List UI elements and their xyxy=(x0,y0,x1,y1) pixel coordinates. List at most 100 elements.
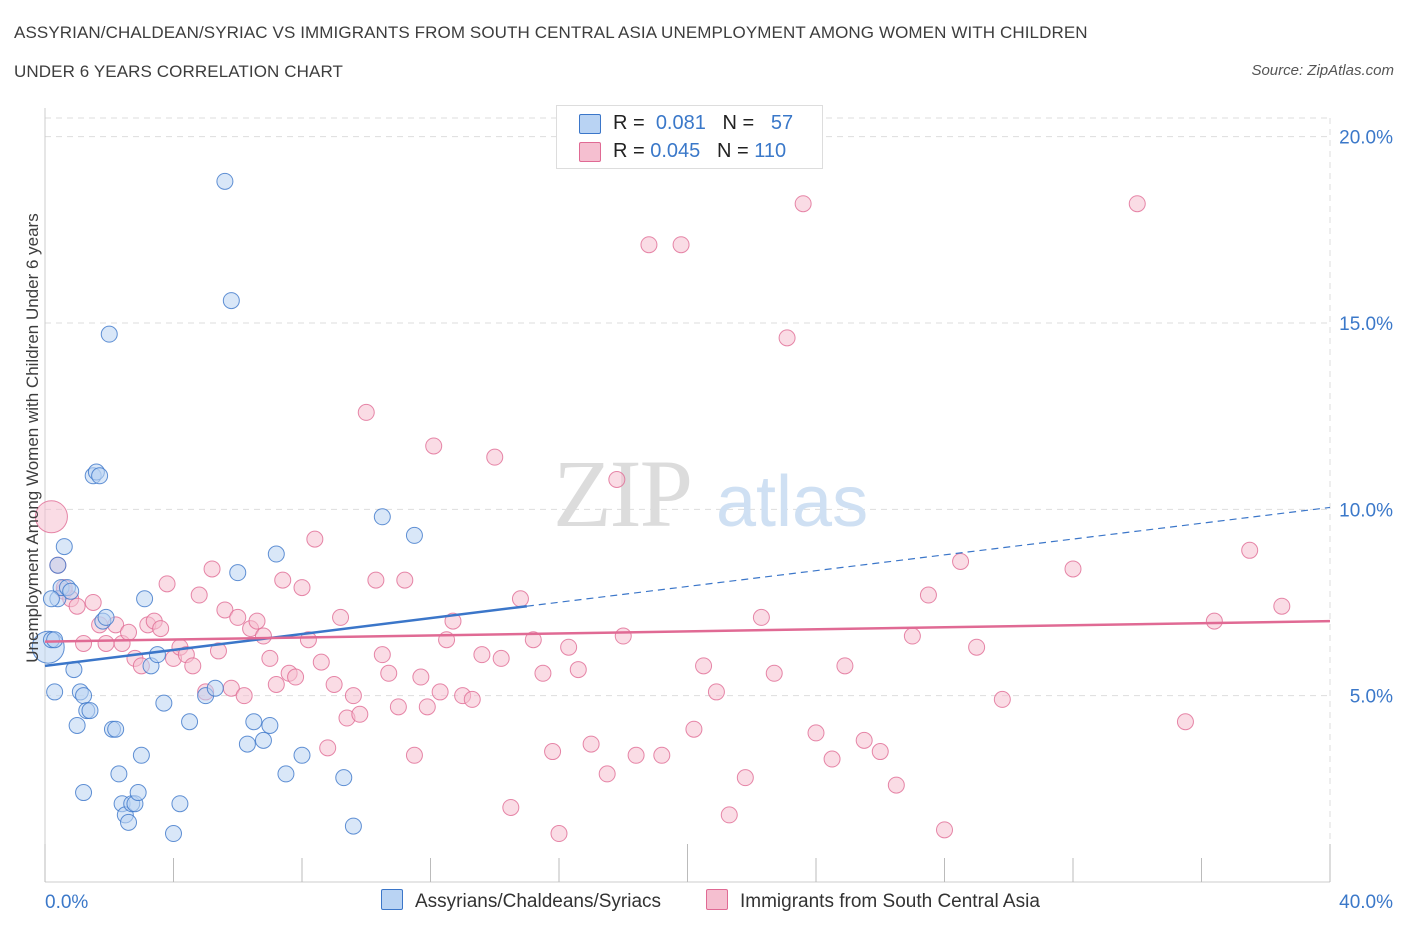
data-point xyxy=(993,690,1011,708)
data-point xyxy=(97,608,115,626)
trend-line-assyrians-extension xyxy=(526,506,1331,607)
correlation-legend: R = 0.081 N = 57 R = 0.045 N = 110 xyxy=(556,105,823,169)
data-point xyxy=(319,739,337,757)
data-point xyxy=(823,750,841,768)
data-point xyxy=(46,631,64,649)
data-point xyxy=(261,649,279,667)
y-tick-label: 10.0% xyxy=(1339,500,1393,521)
data-point xyxy=(550,825,568,843)
data-point xyxy=(84,593,102,611)
data-point xyxy=(152,620,170,638)
trend-line-immigrants xyxy=(44,619,1331,643)
x-tick-label: 0.0% xyxy=(45,892,88,913)
data-point xyxy=(181,713,199,731)
data-point xyxy=(544,743,562,761)
data-point xyxy=(511,590,529,608)
data-point xyxy=(293,746,311,764)
data-point xyxy=(248,612,266,630)
data-point xyxy=(261,716,279,734)
data-point xyxy=(1176,713,1194,731)
legend-r-value: 0.081 xyxy=(655,112,706,134)
data-point xyxy=(55,538,73,556)
trend-line-assyrians xyxy=(44,604,528,668)
data-point xyxy=(492,649,510,667)
data-point xyxy=(129,784,147,802)
data-point xyxy=(306,530,324,548)
y-axis-label: Unemployment Among Women with Children U… xyxy=(23,213,42,663)
data-point xyxy=(245,713,263,731)
data-point xyxy=(274,571,292,589)
data-point xyxy=(351,705,369,723)
data-point xyxy=(919,586,937,604)
data-point xyxy=(444,612,462,630)
data-point xyxy=(203,560,221,578)
data-point xyxy=(267,675,285,693)
watermark-zip: ZIP xyxy=(553,440,691,547)
data-point xyxy=(640,236,658,254)
data-point xyxy=(75,634,93,652)
data-point xyxy=(627,746,645,764)
data-point xyxy=(373,508,391,526)
data-point xyxy=(344,817,362,835)
data-point xyxy=(463,690,481,708)
data-point xyxy=(190,586,208,604)
data-point xyxy=(75,784,93,802)
data-point xyxy=(367,571,385,589)
data-point xyxy=(171,795,189,813)
bottom-legend-assyrians: Assyrians/Chaldeans/Syriacs xyxy=(381,889,661,913)
source-credit: Source: ZipAtlas.com xyxy=(1251,62,1394,79)
data-point xyxy=(534,664,552,682)
data-point xyxy=(136,590,154,608)
data-point xyxy=(325,675,343,693)
data-point xyxy=(49,556,67,574)
data-point xyxy=(62,582,80,600)
data-point xyxy=(42,590,60,608)
data-point xyxy=(685,720,703,738)
data-point xyxy=(871,743,889,761)
data-point xyxy=(1128,195,1146,213)
data-point xyxy=(524,631,542,649)
data-point xyxy=(235,687,253,705)
data-point xyxy=(736,769,754,787)
data-point xyxy=(720,806,738,824)
data-point xyxy=(299,631,317,649)
data-point xyxy=(431,683,449,701)
data-point xyxy=(165,825,182,843)
trend-lines xyxy=(44,506,1331,668)
data-point xyxy=(148,646,166,664)
data-point xyxy=(952,552,970,570)
axis-layer xyxy=(44,108,1331,883)
legend-n-label: N = xyxy=(716,140,749,162)
legend-n-label: N = xyxy=(722,112,755,134)
data-point xyxy=(373,646,391,664)
data-point xyxy=(222,292,240,310)
data-point xyxy=(707,683,725,701)
data-point xyxy=(380,664,398,682)
data-point xyxy=(653,746,671,764)
data-point xyxy=(569,661,587,679)
legend-swatch-pink xyxy=(579,141,601,162)
watermark-atlas: atlas xyxy=(716,462,868,542)
data-point xyxy=(778,329,796,347)
legend-row-immigrants: R = 0.045 N = 110 xyxy=(579,140,786,166)
data-point xyxy=(254,627,272,645)
data-point xyxy=(794,195,812,213)
y-tick-label: 5.0% xyxy=(1350,687,1393,708)
data-point xyxy=(672,236,690,254)
legend-swatch-blue xyxy=(579,113,601,134)
data-point xyxy=(238,735,256,753)
data-point xyxy=(614,627,632,645)
data-point xyxy=(1205,612,1223,630)
data-point xyxy=(357,403,375,421)
data-point xyxy=(184,657,202,675)
data-point xyxy=(389,698,407,716)
data-point xyxy=(903,627,921,645)
bottom-legend-swatch-blue xyxy=(381,889,403,910)
data-point xyxy=(412,668,430,686)
data-point xyxy=(132,746,150,764)
legend-n-value: 110 xyxy=(754,140,787,162)
data-point xyxy=(936,821,953,839)
legend-row-assyrians: R = 0.081 N = 57 xyxy=(579,112,793,138)
data-point xyxy=(502,798,520,816)
